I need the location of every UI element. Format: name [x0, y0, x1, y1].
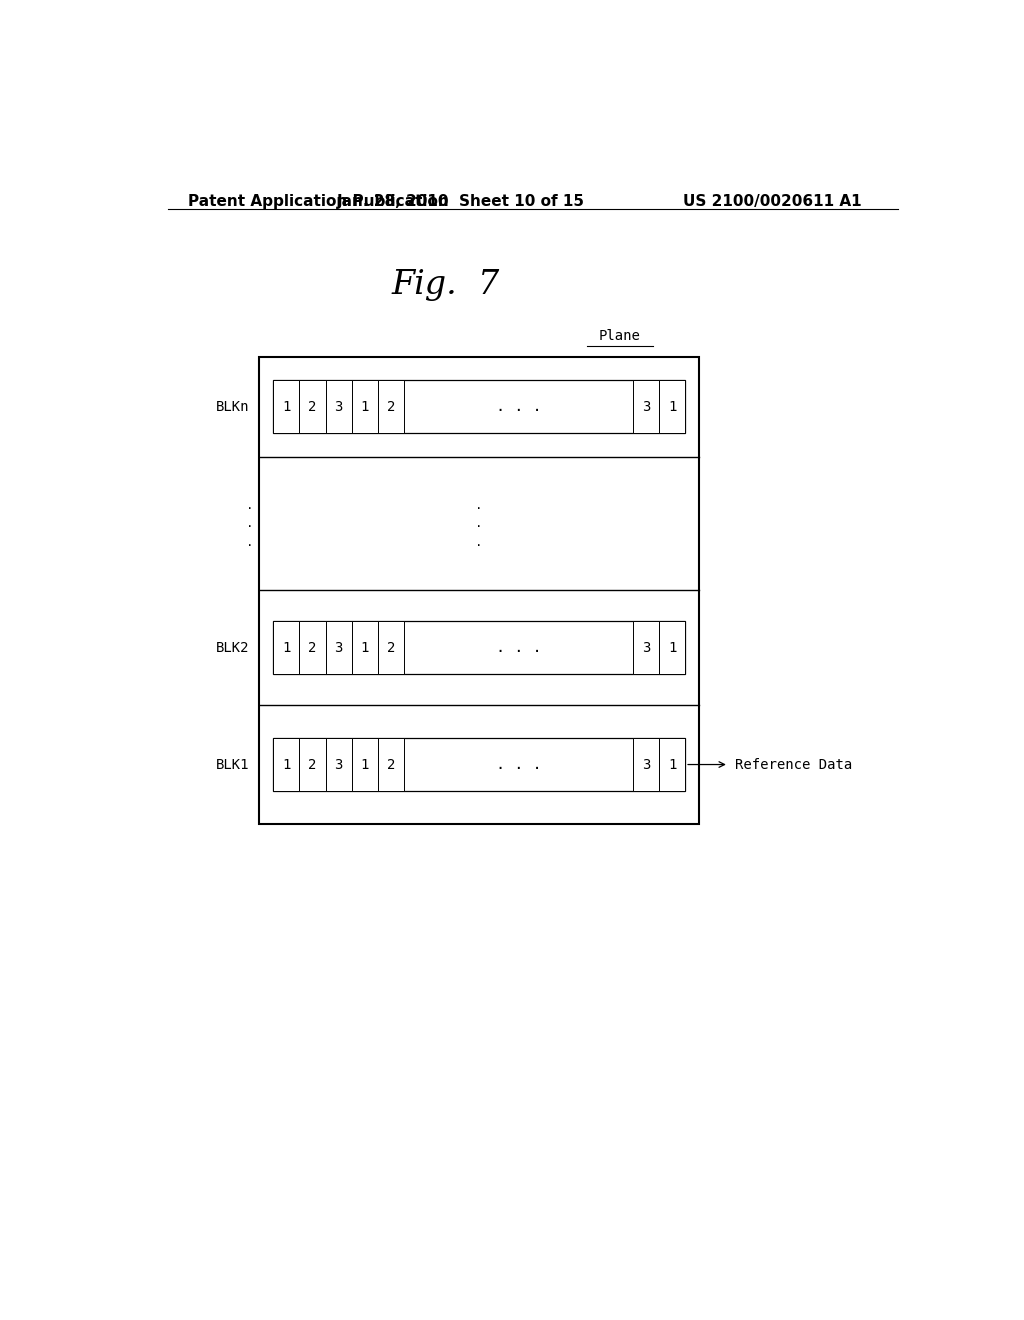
Text: BLKn: BLKn [216, 400, 250, 414]
Text: .: . [475, 536, 483, 549]
Text: Patent Application Publication: Patent Application Publication [187, 194, 449, 209]
Bar [352, 380, 378, 433]
Text: Jan. 28, 2010  Sheet 10 of 15: Jan. 28, 2010 Sheet 10 of 15 [337, 194, 586, 209]
Bar [658, 622, 685, 675]
Text: 1: 1 [360, 400, 369, 414]
Text: BLK1: BLK1 [216, 758, 250, 771]
Bar [273, 738, 685, 791]
Bar [658, 380, 685, 433]
Text: Reference Data: Reference Data [735, 758, 852, 771]
Bar [352, 738, 378, 791]
Text: 3: 3 [642, 640, 650, 655]
Bar [378, 622, 404, 675]
Text: US 2100/0020611 A1: US 2100/0020611 A1 [683, 194, 862, 209]
Text: 3: 3 [335, 640, 343, 655]
Text: 2: 2 [387, 640, 395, 655]
Bar [273, 738, 299, 791]
Bar [273, 380, 685, 433]
Text: 1: 1 [283, 640, 291, 655]
Bar [633, 622, 658, 675]
Text: BLK2: BLK2 [216, 640, 250, 655]
Text: 1: 1 [360, 758, 369, 771]
Bar [299, 738, 326, 791]
Text: .: . [246, 536, 253, 549]
Text: .: . [246, 517, 253, 531]
Bar [378, 738, 404, 791]
Text: 2: 2 [387, 400, 395, 414]
Text: 1: 1 [283, 758, 291, 771]
Bar [299, 622, 326, 675]
Bar [273, 622, 685, 675]
Text: 2: 2 [308, 400, 316, 414]
Text: 1: 1 [668, 758, 676, 771]
Bar [658, 738, 685, 791]
Text: 2: 2 [308, 758, 316, 771]
Text: 1: 1 [668, 400, 676, 414]
Text: 3: 3 [642, 400, 650, 414]
Text: 2: 2 [387, 758, 395, 771]
Bar [352, 622, 378, 675]
Text: 2: 2 [308, 640, 316, 655]
Text: . . .: . . . [496, 758, 542, 772]
Text: 3: 3 [335, 400, 343, 414]
Bar [299, 380, 326, 433]
Text: Plane: Plane [599, 330, 641, 343]
Text: .: . [475, 499, 483, 512]
Text: 1: 1 [283, 400, 291, 414]
Text: 1: 1 [668, 640, 676, 655]
Text: . . .: . . . [496, 640, 542, 655]
Text: Fig.  7: Fig. 7 [391, 269, 500, 301]
Bar [633, 738, 658, 791]
Bar [259, 356, 699, 824]
Text: 3: 3 [642, 758, 650, 771]
Text: . . .: . . . [496, 400, 542, 414]
Text: 3: 3 [335, 758, 343, 771]
Text: 1: 1 [360, 640, 369, 655]
Bar [326, 622, 352, 675]
Bar [633, 380, 658, 433]
Bar [326, 380, 352, 433]
Text: .: . [475, 517, 483, 531]
Bar [326, 738, 352, 791]
Bar [273, 380, 299, 433]
Text: .: . [246, 499, 253, 512]
Bar [378, 380, 404, 433]
Bar [273, 622, 299, 675]
